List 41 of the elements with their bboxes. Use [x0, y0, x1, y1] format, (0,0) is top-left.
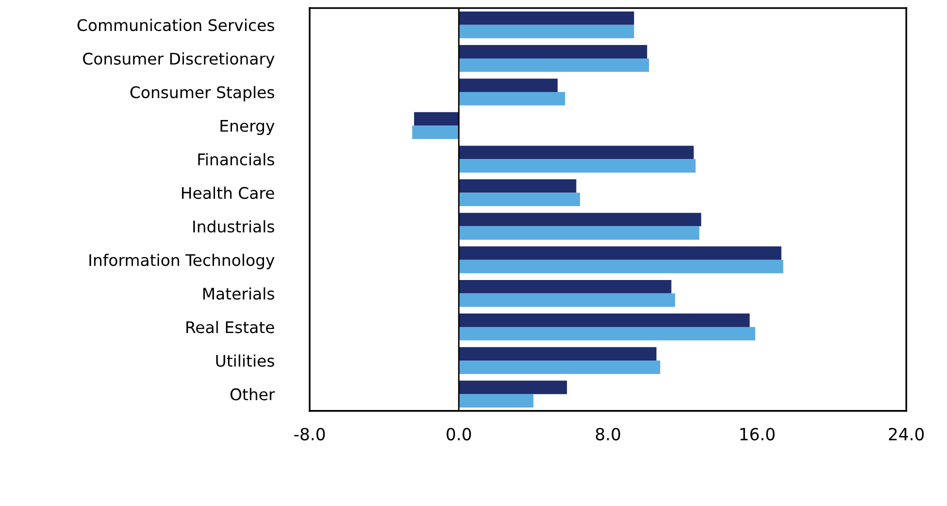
y-tick-label: Financials	[198, 153, 274, 166]
bar	[458, 260, 784, 274]
bar	[412, 126, 459, 139]
bar	[458, 314, 750, 327]
bar	[414, 112, 459, 126]
bar	[458, 360, 660, 374]
bar	[458, 326, 756, 340]
bar	[458, 78, 558, 92]
bar	[458, 347, 656, 361]
y-tick-label: Utilities	[216, 354, 274, 367]
bar	[458, 146, 694, 160]
bar	[458, 226, 700, 240]
bar	[458, 212, 702, 226]
bar	[458, 293, 676, 307]
bar	[458, 24, 634, 38]
x-tick-label: 8.0	[596, 428, 620, 440]
bar	[458, 192, 580, 206]
bar	[458, 394, 534, 408]
y-tick-label: Real Estate	[186, 320, 274, 334]
bar	[458, 92, 566, 106]
y-tick-label: Consumer Discretionary	[83, 52, 274, 68]
y-tick-label: Communication Services	[78, 18, 274, 32]
y-tick-label: Information Technology	[90, 254, 274, 270]
bar	[458, 280, 672, 294]
y-tick-label: Health Care	[182, 186, 274, 199]
bar	[458, 179, 576, 193]
bar	[458, 11, 634, 25]
bar	[458, 380, 567, 394]
x-tick-label: 16.0	[740, 428, 775, 440]
x-tick-label: 24.0	[888, 428, 924, 440]
bar	[458, 246, 782, 260]
y-tick-label: Energy	[220, 120, 274, 135]
x-tick-label: -8.0	[294, 428, 325, 440]
bar	[458, 159, 696, 173]
y-tick-label: Other	[230, 388, 275, 400]
y-tick-label: Consumer Staples	[130, 86, 274, 102]
y-tick-label: Materials	[203, 287, 274, 300]
bar	[458, 58, 649, 72]
x-tick-label: 0.0	[446, 428, 471, 440]
y-tick-label: Industrials	[193, 220, 274, 233]
bar	[458, 45, 648, 58]
